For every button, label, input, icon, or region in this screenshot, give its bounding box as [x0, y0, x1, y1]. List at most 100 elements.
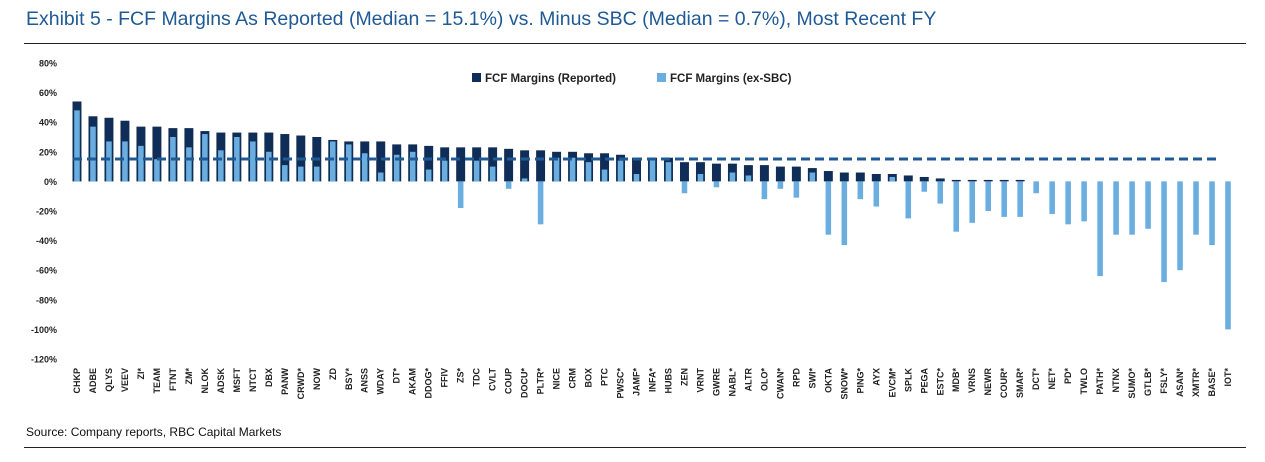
bar-ex-sbc	[521, 178, 528, 182]
bar-reported	[935, 178, 945, 182]
x-tick-label: RPD	[791, 368, 801, 388]
bar-ex-sbc	[266, 151, 272, 182]
y-tick-label: -120%	[31, 355, 57, 365]
bar-ex-sbc	[713, 181, 720, 188]
bar-reported	[488, 147, 498, 182]
bar-ex-sbc	[74, 110, 80, 182]
bar-ex-sbc	[745, 175, 752, 182]
x-tick-label: NTNX	[1111, 368, 1121, 393]
bar-ex-sbc	[329, 141, 336, 182]
fcf-margin-chart: 80% 60% 40% 20% 0% -20% -40% -60% -80% -100% -120%…	[31, 59, 1233, 400]
y-axis: 80% 60% 40% 20% 0% -20% -40% -60% -80% -100% -120%	[31, 59, 57, 365]
bar-ex-sbc	[489, 166, 496, 182]
bar-ex-sbc	[473, 160, 480, 182]
x-tick-label: INFA*	[648, 368, 658, 393]
bar-ex-sbc	[681, 181, 688, 194]
x-tick-label: ALTR	[743, 368, 753, 392]
x-tick-label: SWI*	[807, 368, 817, 389]
x-tick-label: DDOG*	[424, 368, 434, 399]
bar-ex-sbc	[1161, 181, 1167, 283]
x-tick-label: OKTA	[823, 368, 833, 393]
x-tick-label: NLOK	[200, 368, 210, 394]
bar-ex-sbc	[761, 181, 768, 200]
x-tick-label: CHKP	[72, 368, 82, 394]
bar-ex-sbc	[825, 181, 832, 235]
bar-ex-sbc	[1145, 181, 1151, 229]
legend-swatch	[657, 73, 666, 82]
x-tick-label: IOT*	[1223, 368, 1233, 387]
legend-label: FCF Margins (Reported)	[485, 73, 616, 85]
x-tick-label: NET*	[1047, 368, 1057, 390]
x-tick-label: CWAN*	[775, 368, 785, 399]
x-tick-label: ZM*	[184, 368, 194, 385]
bar-reported	[520, 150, 530, 182]
x-tick-label: BOX	[584, 368, 594, 388]
x-tick-label: NOW	[312, 368, 322, 391]
x-tick-label: SNOW*	[839, 368, 849, 400]
bar-ex-sbc	[649, 157, 656, 182]
x-tick-label: CVLT	[488, 368, 498, 391]
x-tick-label: MSFT	[232, 368, 242, 393]
y-tick-label: 40%	[39, 118, 57, 128]
bar-ex-sbc	[905, 181, 912, 219]
bar-ex-sbc	[154, 159, 160, 182]
bar-ex-sbc	[921, 181, 928, 192]
x-tick-label: GTLB*	[1143, 368, 1153, 396]
legend-label: FCF Margins (ex-SBC)	[670, 73, 792, 85]
bar-ex-sbc	[106, 141, 112, 182]
x-tick-label: TWLO	[1079, 368, 1089, 395]
bar-ex-sbc	[777, 181, 784, 189]
x-tick-label: QLYS	[104, 368, 114, 392]
bar-ex-sbc	[729, 172, 736, 182]
bar-ex-sbc	[409, 151, 416, 182]
bar-ex-sbc	[1081, 181, 1087, 222]
x-tick-label: OLO*	[759, 368, 769, 391]
x-tick-label: AKAM	[408, 368, 418, 395]
bar-reported	[695, 162, 705, 182]
bar-reported	[951, 179, 961, 182]
x-tick-label: CRM	[568, 368, 578, 389]
bar-ex-sbc	[841, 181, 848, 246]
x-tick-label: ADBE	[88, 368, 98, 394]
x-tick-label: PD*	[1063, 368, 1073, 385]
x-tick-label: PANW	[280, 368, 290, 395]
bar-ex-sbc	[1001, 181, 1007, 217]
x-tick-label: VEEV	[120, 368, 130, 392]
x-tick-label: HUBS	[663, 368, 673, 394]
x-tick-label: NEWR	[983, 368, 993, 396]
bar-ex-sbc	[1065, 181, 1071, 225]
x-tick-label: CRWD*	[296, 368, 306, 400]
x-tick-label: NABL*	[727, 368, 737, 397]
bar-ex-sbc	[1033, 181, 1039, 194]
bar-ex-sbc	[585, 162, 592, 182]
bar-ex-sbc	[857, 181, 864, 200]
bar-reported	[456, 147, 466, 182]
bar-reported	[727, 163, 737, 182]
bar-reported	[679, 162, 689, 182]
bar-ex-sbc	[793, 181, 800, 198]
bar-ex-sbc	[393, 154, 400, 182]
bar-ex-sbc	[1177, 181, 1183, 271]
x-tick-label: ASAN*	[1175, 368, 1185, 398]
y-tick-label: 0%	[44, 177, 57, 187]
x-tick-label: BSY*	[344, 368, 354, 391]
bar-ex-sbc	[601, 169, 608, 182]
y-tick-label: 80%	[39, 59, 57, 69]
x-tick-label: NTCT	[248, 368, 258, 392]
bar-ex-sbc	[873, 181, 880, 207]
x-tick-label: FTNT	[168, 368, 178, 391]
bar-reported	[536, 150, 546, 182]
bar-ex-sbc	[1225, 181, 1231, 330]
x-tick-label: WDAY	[376, 368, 386, 395]
x-tick-label: SPLK	[903, 368, 913, 393]
bar-reported	[632, 157, 641, 182]
x-tick-label: DBX	[264, 368, 274, 387]
bar-reported	[967, 179, 977, 182]
x-tick-label: FFIV	[440, 368, 450, 388]
bar-ex-sbc	[441, 160, 448, 182]
y-tick-label: -80%	[36, 295, 57, 305]
bar-ex-sbc	[377, 172, 384, 182]
x-tick-label: XMTR*	[1191, 368, 1201, 397]
bar-ex-sbc	[1017, 181, 1023, 217]
legend-swatch	[472, 73, 481, 82]
